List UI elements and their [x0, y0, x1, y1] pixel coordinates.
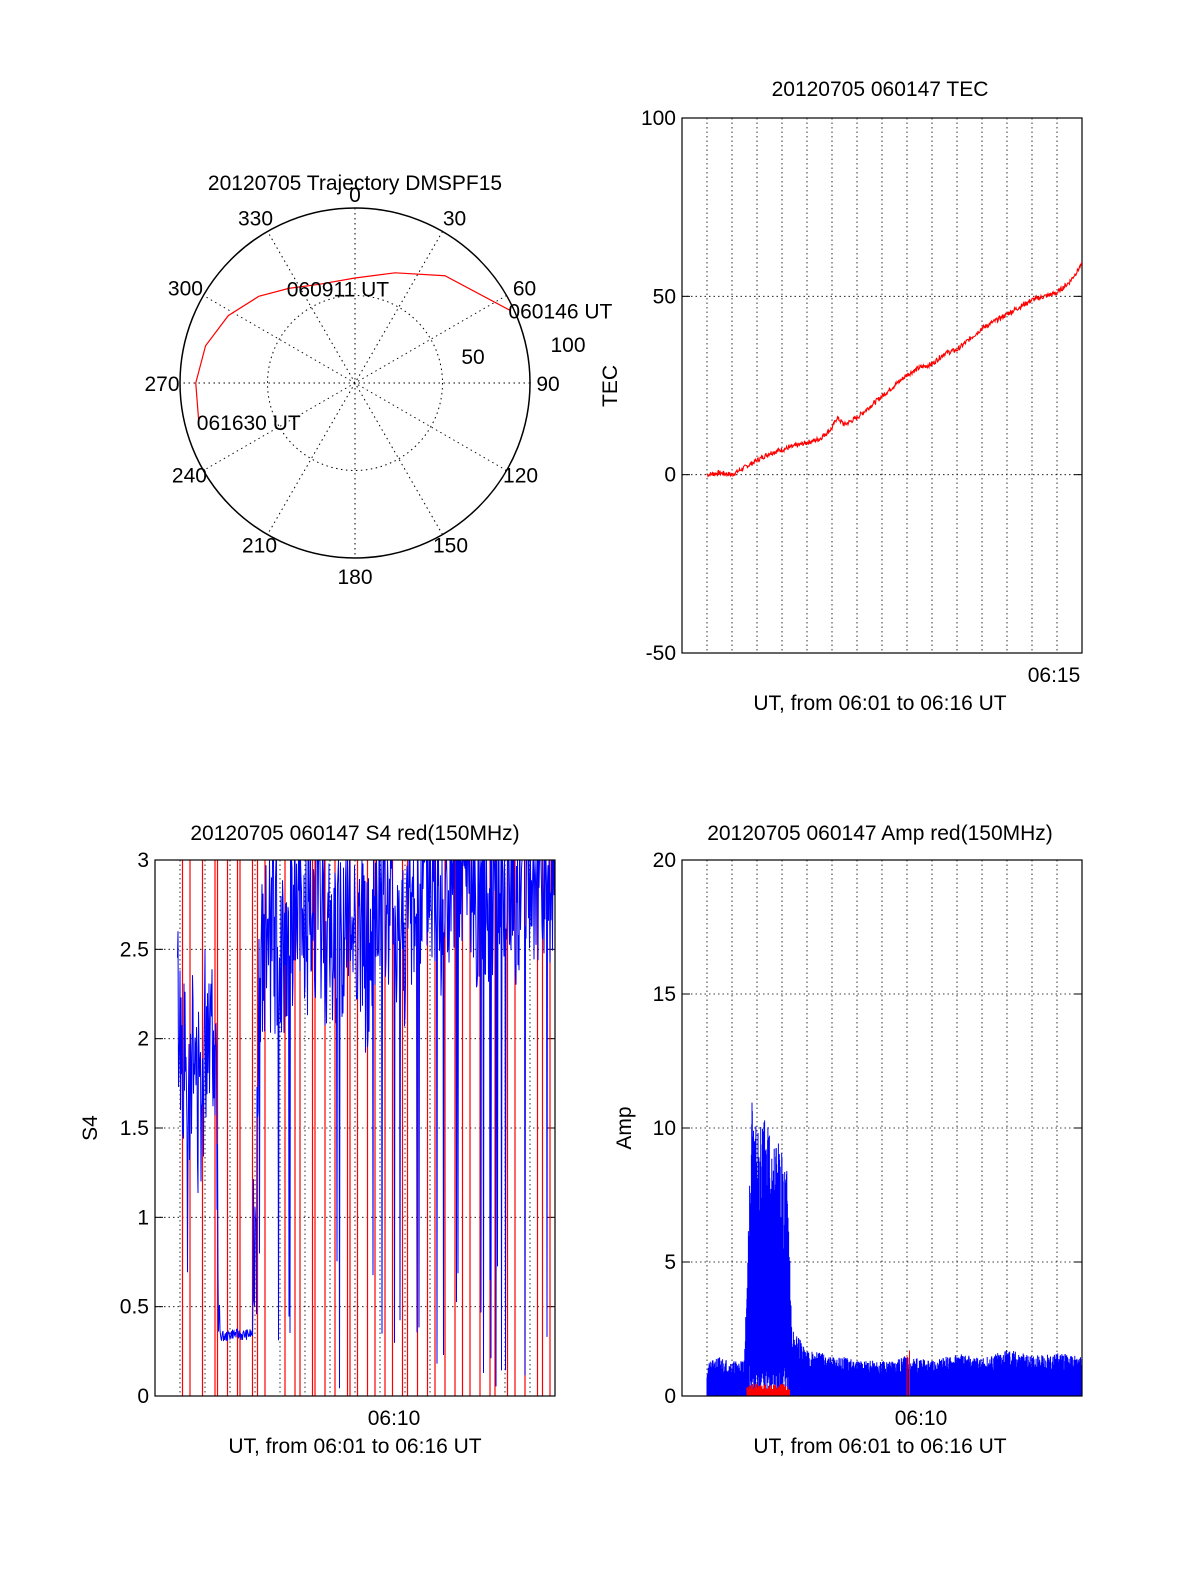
polar-spoke	[267, 231, 443, 535]
s4-blue-line	[177, 859, 555, 1389]
y-tick-label: 0	[664, 1385, 676, 1408]
amp-ylabel: Amp	[613, 1106, 636, 1149]
y-tick-label: 10	[653, 1117, 676, 1140]
angle-label-330: 330	[238, 207, 273, 230]
polar-outer-circle	[179, 207, 531, 559]
tec-panel: 20120705 060147 TEC 100 50 0 -50 06:15 UT, …	[599, 78, 1083, 715]
s4-y-tick-labels: 3 2.5 2 1.5 1 0.5 0	[120, 849, 149, 1408]
angle-label-210: 210	[242, 535, 277, 558]
tec-x-tick-label: 06:15	[1028, 664, 1081, 687]
y-tick-label: -50	[646, 642, 676, 665]
s4-series	[177, 859, 555, 1396]
angle-label-180: 180	[337, 566, 372, 589]
tec-ylabel: TEC	[599, 365, 622, 407]
s4-frame	[154, 859, 556, 1397]
trajectory-point-label: 061630 UT	[197, 412, 301, 435]
angle-label-270: 270	[144, 373, 179, 396]
polar-grid	[180, 208, 530, 558]
trajectory-line	[195, 272, 511, 422]
radius-label-50: 50	[461, 346, 484, 369]
amp-grid	[682, 859, 1082, 1397]
tec-y-tick-labels: 100 50 0 -50	[641, 107, 676, 665]
s4-xlabel: UT, from 06:01 to 06:16 UT	[228, 1435, 481, 1458]
polar-ring-50	[267, 295, 443, 471]
y-tick-label: 1.5	[120, 1117, 149, 1140]
amp-red-trace	[746, 1350, 910, 1396]
amp-blue-trace	[706, 1102, 1083, 1396]
angle-label-90: 90	[536, 373, 559, 396]
amp-y-tick-labels: 20 15 10 5 0	[653, 849, 676, 1408]
amp-frame	[681, 859, 1083, 1397]
y-tick-label: 100	[641, 107, 676, 130]
amp-panel: 20120705 060147 Amp red(150MHz) 20 15 10 5 0…	[613, 822, 1083, 1458]
y-tick-label: 2.5	[120, 938, 149, 961]
s4-panel: 20120705 060147 S4 red(150MHz) 3 2.5 2 1.5 1…	[79, 822, 556, 1458]
s4-title: 20120705 060147 S4 red(150MHz)	[190, 822, 519, 845]
y-tick-label: 50	[653, 285, 676, 308]
trajectory-point-label: 060146 UT	[508, 301, 612, 324]
y-tick-label: 1	[137, 1206, 149, 1229]
trajectory-series	[195, 272, 511, 422]
amp-title: 20120705 060147 Amp red(150MHz)	[707, 822, 1053, 845]
tec-title: 20120705 060147 TEC	[772, 78, 989, 101]
tec-xlabel: UT, from 06:01 to 06:16 UT	[753, 692, 1006, 715]
angle-label-300: 300	[168, 278, 203, 301]
angle-label-120: 120	[503, 465, 538, 488]
y-tick-label: 20	[653, 849, 676, 872]
polar-angle-labels: 0 30 60 90 120 150 180 210 240 270 300 330	[144, 184, 559, 589]
y-tick-label: 5	[664, 1251, 676, 1274]
y-tick-label: 15	[653, 983, 676, 1006]
s4-x-tick-label: 06:10	[368, 1407, 421, 1430]
y-tick-label: 0	[664, 464, 676, 487]
tec-line	[706, 261, 1083, 478]
radius-label-100: 100	[550, 334, 585, 357]
trajectory-title: 20120705 Trajectory DMSPF15	[208, 172, 502, 195]
tec-grid	[682, 117, 1082, 654]
s4-ylabel: S4	[79, 1115, 102, 1141]
y-tick-label: 2	[137, 1028, 149, 1051]
trajectory-point-label: 060911 UT	[287, 278, 390, 301]
y-tick-label: 3	[137, 849, 149, 872]
y-tick-label: 0.5	[120, 1296, 149, 1319]
tec-series	[706, 261, 1083, 478]
y-tick-label: 0	[137, 1385, 149, 1408]
amp-x-tick-label: 06:10	[895, 1407, 948, 1430]
amp-xlabel: UT, from 06:01 to 06:16 UT	[753, 1435, 1006, 1458]
angle-label-60: 60	[513, 278, 536, 301]
angle-label-240: 240	[172, 465, 207, 488]
trajectory-point-labels: 060146 UT 060911 UT 061630 UT	[197, 278, 613, 435]
tec-frame	[681, 117, 1083, 654]
trajectory-panel: 20120705 Trajectory DMSPF15 0 30 60 90 120 15…	[144, 172, 612, 589]
angle-label-30: 30	[443, 207, 466, 230]
angle-label-150: 150	[433, 535, 468, 558]
amp-series	[706, 1102, 1083, 1396]
angle-label-0: 0	[349, 184, 361, 207]
